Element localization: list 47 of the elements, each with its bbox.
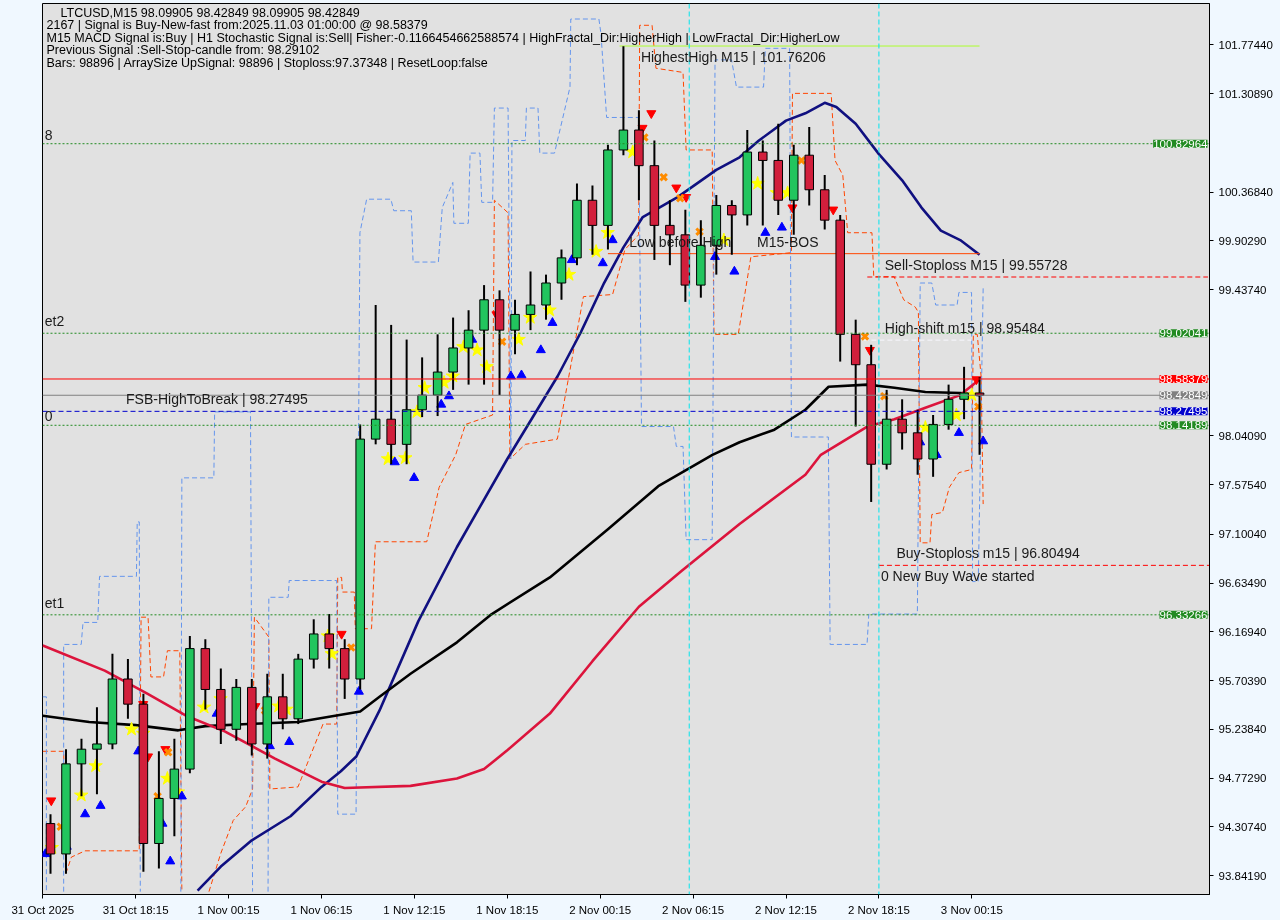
y-tick-label: 99.90290 [1218,234,1267,247]
ref-line-label: 98.14189 [1159,419,1208,432]
y-tick-label: 101.77440 [1218,38,1273,51]
x-tick-label: 1 Nov 18:15 [476,903,539,916]
annotation: Bars: 98896 | ArraySize UpSignal: 98896 | Stoploss:97.37348 | ResetLoop:false [46,55,488,70]
annotation: 0 [44,408,53,425]
y-tick-label: 97.10040 [1218,528,1267,541]
x-tick-label: 1 Nov 06:15 [290,903,353,916]
annotation: M15-BOS [757,233,819,250]
y-tick-label: 94.77290 [1218,772,1267,785]
annotation: et1 [44,594,65,611]
x-tick-label: 31 Oct 2025 [11,903,75,916]
y-tick-label: 99.43740 [1218,283,1267,296]
ref-line-label: 99.02041 [1159,327,1208,340]
y-tick-label: 93.84190 [1218,869,1267,882]
chart-title: LTCUSD,M15 98.09905 98.42849 98.09905 98.42849 [60,5,360,20]
x-tick-label: 31 Oct 18:15 [102,903,169,916]
annotation: Buy-Stoploss m15 | 96.80494 [896,545,1081,562]
ref-line-label: 98.58379 [1159,372,1208,385]
annotation: et2 [44,313,65,330]
annotation: 8 [44,126,53,143]
x-tick-label: 2 Nov 00:15 [569,903,632,916]
y-tick-label: 95.70390 [1218,674,1267,687]
annotation: High-shift m15 | 98.95484 [884,320,1046,337]
y-tick-label: 95.23840 [1218,723,1267,736]
ref-line-label: 98.27495 [1159,405,1208,418]
y-tick-label: 100.36840 [1218,186,1273,199]
x-tick-label: 2 Nov 18:15 [847,903,910,916]
annotation: Sell-Stoploss M15 | 99.55728 [884,257,1068,273]
ref-line-label: 98.42849 [1159,389,1208,402]
y-tick-label: 98.04090 [1218,429,1267,442]
y-tick-label: 97.57540 [1218,478,1267,491]
annotation: FSB-HighToBreak | 98.27495 [126,391,309,408]
x-tick-label: 2 Nov 12:15 [755,903,818,916]
y-tick-label: 94.30740 [1218,820,1267,833]
y-tick-label: 101.30890 [1218,87,1273,100]
y-tick-label: 96.63490 [1218,577,1267,590]
x-tick-label: 2 Nov 06:15 [662,903,725,916]
x-tick-label: 1 Nov 12:15 [383,903,446,916]
annotation: 0 New Buy Wave started [880,568,1035,585]
ref-line-label: 96.33266 [1159,608,1208,621]
ref-line-label: 100.82964 [1153,137,1209,150]
x-tick-label: 1 Nov 00:15 [197,903,260,916]
annotation: HighestHigh M15 | 101.76206 [640,49,827,66]
y-tick-label: 96.16940 [1218,625,1267,638]
annotation: 2167 | Signal is Buy-New-fast from:2025.11.03 01:00:00 @ 98.58379 [46,18,428,32]
x-tick-label: 3 Nov 00:15 [940,903,1003,916]
